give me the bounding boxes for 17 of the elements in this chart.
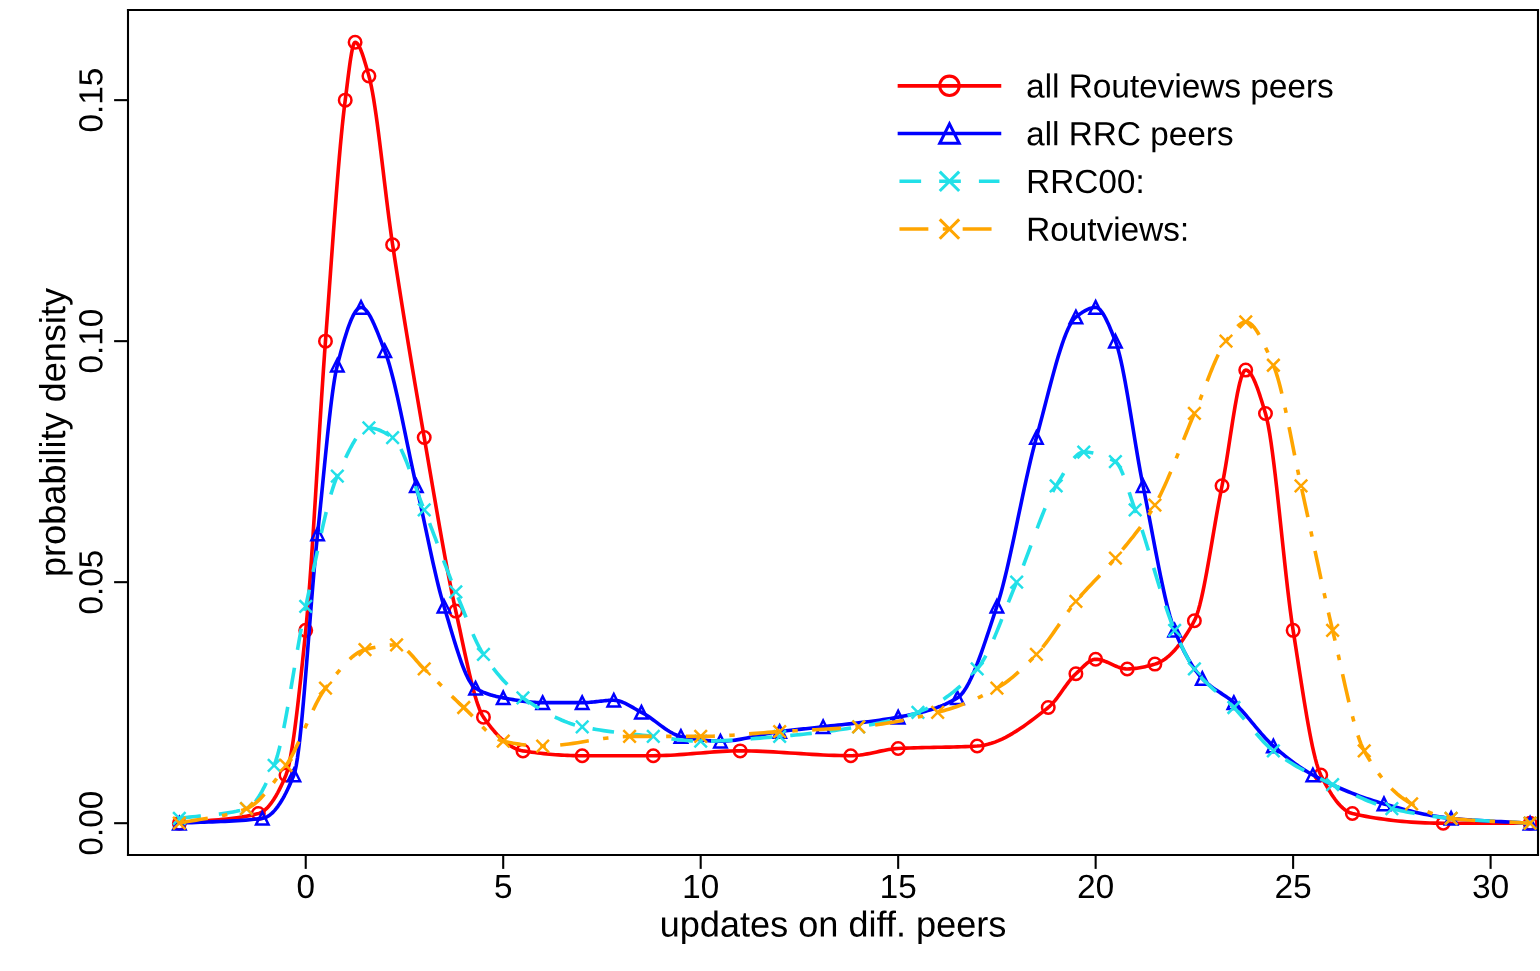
x-tick-label: 25	[1276, 874, 1311, 899]
legend-label: all Routeviews peers	[1027, 73, 1333, 105]
x-tick-label: 0	[297, 874, 314, 899]
y-tick-label: 0.00	[79, 792, 103, 855]
x-axis-title: updates on diff. peers	[662, 910, 1006, 945]
y-tick-label: 0.15	[79, 69, 103, 132]
x-tick-label: 30	[1473, 874, 1508, 899]
legend-label: RRC00:	[1028, 169, 1142, 194]
legend-label: all RRC peers	[1027, 121, 1233, 153]
x-tick-label: 20	[1078, 874, 1113, 899]
x-tick-label: 10	[684, 874, 718, 899]
y-tick-label: 0.05	[79, 551, 103, 614]
x-tick-label: 15	[882, 874, 916, 899]
x-tick-label: 5	[495, 874, 512, 899]
y-tick-label: 0.10	[79, 310, 103, 373]
legend-label: Routviews:	[1028, 216, 1187, 242]
y-axis-title: probability density	[38, 288, 73, 575]
